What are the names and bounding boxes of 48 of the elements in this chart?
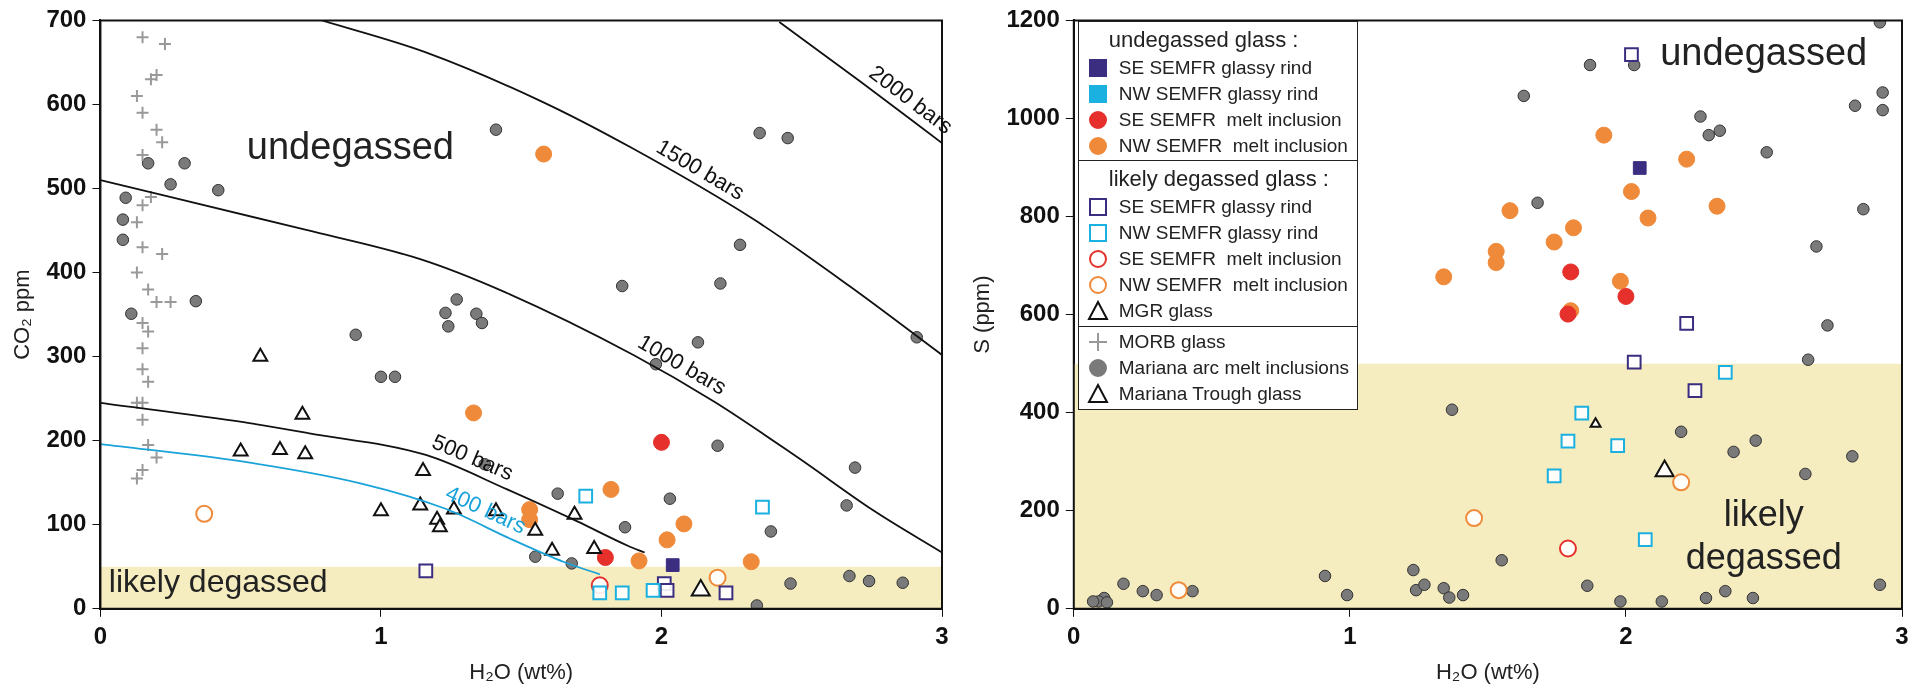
annotation: likely degassed	[1685, 492, 1842, 578]
x-tick-label: 0	[1067, 621, 1081, 649]
x-tick-label: 2	[654, 621, 669, 649]
text: 2000 bars	[864, 59, 958, 139]
y-tick-label: 600	[1019, 299, 1060, 327]
y-tick-label: 400	[1019, 397, 1060, 425]
x-axis-title: H₂O (wt%)	[469, 658, 574, 684]
x-tick-label: 3	[1895, 621, 1909, 649]
legend-label: SE SEMFR melt inclusion	[1118, 108, 1342, 131]
legend-label: Mariana Trough glass	[1118, 382, 1302, 405]
y-tick-label: 1200	[1006, 5, 1060, 33]
annotation: undegassed	[1660, 31, 1868, 74]
legend-label: MGR glass	[1118, 300, 1213, 323]
legend-label: SE SEMFR glassy rind	[1118, 56, 1313, 79]
y-axis-title: CO₂ ppm	[9, 269, 35, 360]
legend-label: NW SEMFR glassy rind	[1118, 82, 1319, 105]
y-tick-label: 0	[73, 593, 87, 621]
legend-label: NW SEMFR melt inclusion	[1118, 134, 1348, 157]
text: 1500 bars	[652, 133, 750, 205]
y-tick-label: 1000	[1006, 103, 1060, 131]
y-tick-label: 200	[46, 425, 87, 453]
y-tick-label: 500	[46, 173, 87, 201]
y-tick-label: 0	[1046, 593, 1060, 621]
x-axis-title: H₂O (wt%)	[1435, 658, 1540, 684]
y-tick-label: 800	[1019, 201, 1060, 229]
legend-title: undegassed glass :	[1107, 25, 1300, 54]
annotation: likely degassed glass :	[1107, 165, 1330, 194]
y-tick-label: 100	[46, 509, 87, 537]
y-tick-label: 200	[1019, 495, 1060, 523]
legend-label: SE SEMFR glassy rind	[1118, 196, 1313, 219]
x-tick-label: 3	[935, 621, 949, 649]
y-tick-label: 700	[46, 5, 87, 33]
legend-label: SE SEMFR melt inclusion	[1118, 248, 1342, 271]
legend-label: NW SEMFR glassy rind	[1118, 222, 1319, 245]
annotation: undegassed	[246, 124, 454, 167]
x-tick-label: 1	[1343, 621, 1357, 649]
x-tick-label: 0	[93, 621, 108, 649]
y-tick-label: 600	[46, 89, 87, 117]
text: 1000 bars	[633, 328, 731, 400]
x-tick-label: 1	[374, 621, 388, 649]
legend-label: NW SEMFR melt inclusion	[1118, 274, 1348, 297]
legend-label: Mariana arc melt inclusions	[1118, 356, 1349, 379]
annotation: likely degassed	[108, 563, 328, 600]
legend-label: MORB glass	[1118, 330, 1226, 353]
y-tick-label: 400	[46, 257, 87, 285]
y-tick-label: 300	[46, 341, 87, 369]
y-axis-title: S (ppm)	[969, 275, 995, 354]
x-tick-label: 2	[1619, 621, 1633, 649]
